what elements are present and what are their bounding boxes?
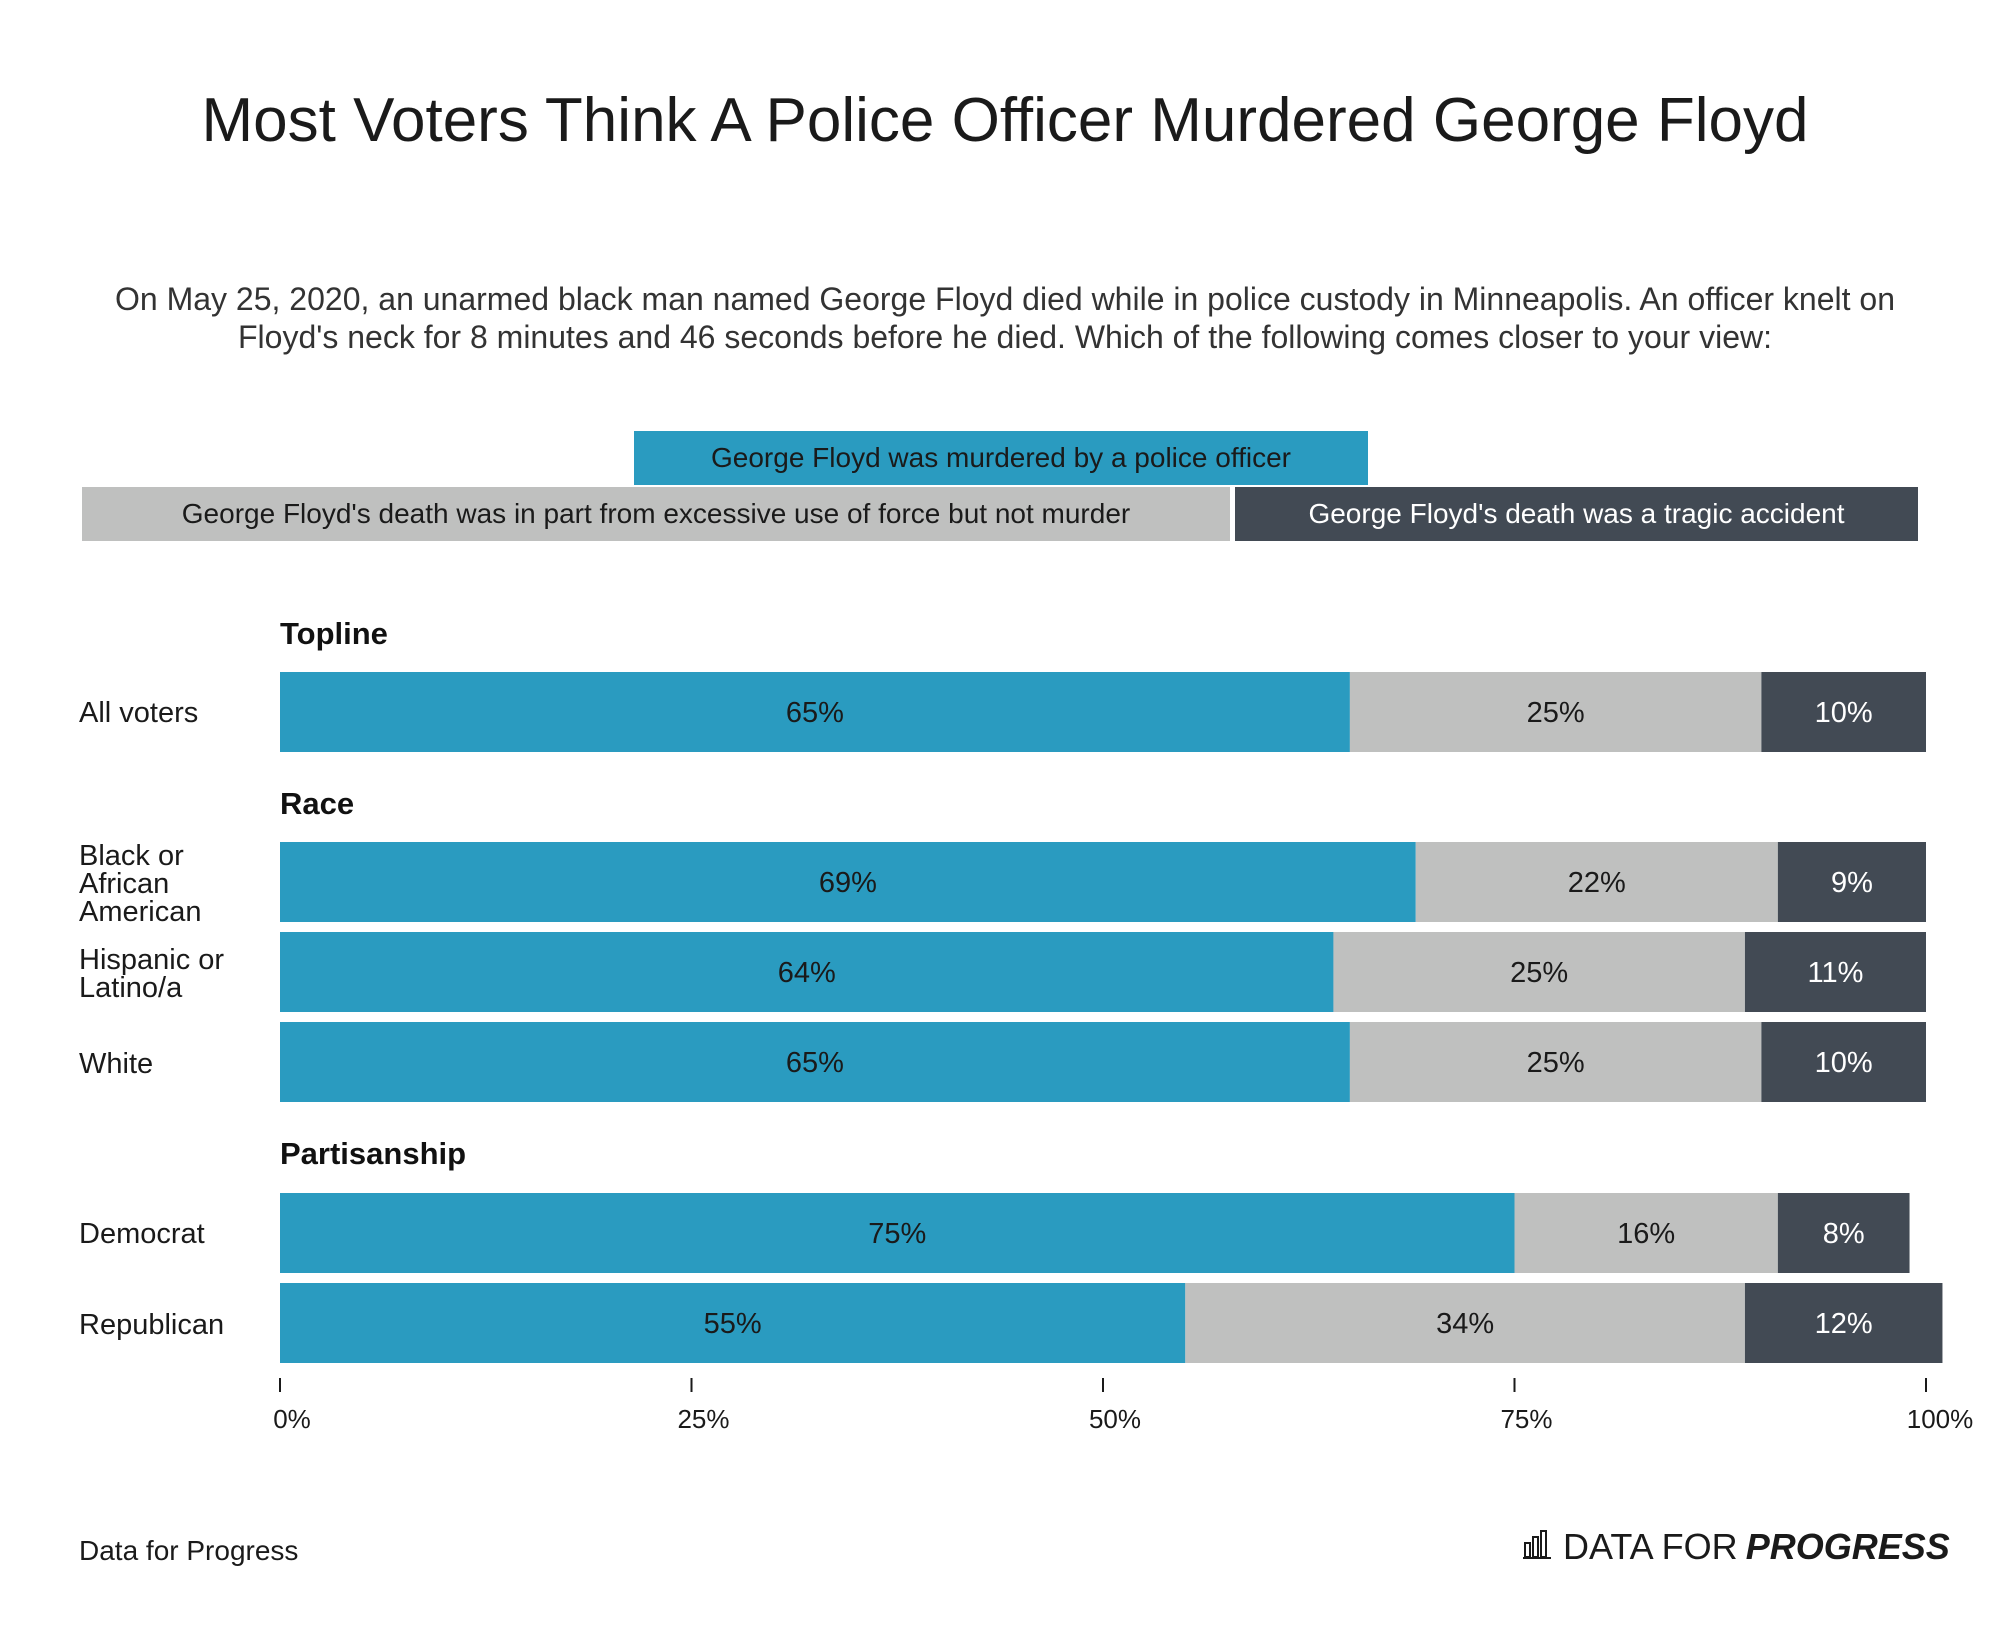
data-label-g1-r2-s0: 65%	[786, 1047, 844, 1079]
bar-segment-g2-r0-s1	[1514, 1193, 1778, 1273]
bar-segment-g1-r2-s1	[1349, 1022, 1762, 1102]
data-label-g2-r0-s1: 16%	[1617, 1218, 1675, 1250]
bar-segment-g1-r0-s1	[1415, 842, 1778, 922]
source-note: Data for Progress	[79, 1535, 299, 1566]
data-label-g1-r1-s0: 64%	[778, 957, 836, 989]
group-label-race: Race	[280, 786, 355, 821]
row-label-black: Black or African American	[79, 840, 202, 928]
row-label-white: White	[79, 1048, 154, 1080]
bar-segment-g1-r2-s2	[1761, 1022, 1926, 1102]
chart-title: Most Voters Think A Police Officer Murde…	[201, 86, 1809, 155]
data-label-g1-r0-s0: 69%	[819, 867, 877, 899]
data-label-g1-r0-s1: 22%	[1568, 867, 1626, 899]
bar-chart-icon	[1523, 1526, 1553, 1568]
group-label-partisanship: Partisanship	[280, 1136, 467, 1171]
row-label-democrat: Democrat	[79, 1218, 205, 1250]
stacked-bar-chart: 65% 25% 10% 69% 22% 9% 64% 25% 11% 65% 25% 10% 75% 16…	[273, 672, 1974, 1434]
brand-logo: DATA FOR PROGRESS	[1523, 1525, 1950, 1569]
data-label-g0-r0-s0: 65%	[786, 697, 844, 729]
group-label-topline: Topline	[280, 616, 388, 651]
legend-item-excessive-force: George Floyd's death was in part from ex…	[82, 487, 1230, 541]
row-label-hispanic: Hispanic or Latino/a	[79, 944, 225, 1004]
data-label-g1-r2-s2: 10%	[1815, 1047, 1873, 1079]
chart-subtitle: On May 25, 2020, an unarmed black man na…	[115, 281, 1895, 355]
data-label-g2-r1-s1: 34%	[1436, 1308, 1494, 1340]
data-label-g1-r2-s1: 25%	[1527, 1047, 1585, 1079]
x-tick-label-100: 100%	[1907, 1404, 1974, 1434]
bar-segment-g1-r1-s1	[1333, 932, 1745, 1012]
x-tick-label-25: 25%	[677, 1404, 729, 1434]
data-label-g2-r1-s0: 55%	[704, 1308, 762, 1340]
legend-item-murdered: George Floyd was murdered by a police of…	[634, 431, 1368, 485]
data-label-g2-r0-s2: 8%	[1823, 1218, 1865, 1250]
x-tick-label-75: 75%	[1500, 1404, 1552, 1434]
x-tick-label-0: 0%	[273, 1404, 311, 1434]
brand-text-bold: PROGRESS	[1745, 1526, 1950, 1567]
bar-segment-g2-r0-s2	[1777, 1193, 1910, 1273]
data-label-g1-r0-s2: 9%	[1831, 867, 1873, 899]
row-label-republican: Republican	[79, 1309, 225, 1341]
bar-segment-g1-r1-s0	[280, 932, 1334, 1012]
brand-text-regular: DATA FOR	[1563, 1526, 1738, 1567]
data-label-g2-r0-s0: 75%	[868, 1218, 926, 1250]
bar-segment-g2-r1-s1	[1185, 1283, 1745, 1363]
bar-segment-g1-r0-s0	[280, 842, 1416, 922]
bar-segment-g2-r0-s0	[280, 1193, 1515, 1273]
data-label-g1-r1-s2: 11%	[1808, 957, 1864, 989]
data-label-g0-r0-s2: 10%	[1815, 697, 1873, 729]
bar-segment-g2-r1-s2	[1744, 1283, 1943, 1363]
data-label-g1-r1-s1: 25%	[1510, 957, 1568, 989]
data-label-g2-r1-s2: 12%	[1815, 1308, 1873, 1340]
bar-segment-g0-r0-s1	[1349, 672, 1762, 752]
bar-segment-g1-r0-s2	[1777, 842, 1926, 922]
data-label-g0-r0-s1: 25%	[1527, 697, 1585, 729]
bar-segment-g0-r0-s0	[280, 672, 1350, 752]
row-label-all-voters: All voters	[79, 697, 199, 729]
legend-item-accident: George Floyd's death was a tragic accide…	[1235, 487, 1918, 541]
bar-segment-g2-r1-s0	[280, 1283, 1186, 1363]
x-tick-label-50: 50%	[1089, 1404, 1141, 1434]
bar-segment-g0-r0-s2	[1761, 672, 1926, 752]
bar-segment-g1-r2-s0	[280, 1022, 1350, 1102]
bar-segment-g1-r1-s2	[1744, 932, 1926, 1012]
